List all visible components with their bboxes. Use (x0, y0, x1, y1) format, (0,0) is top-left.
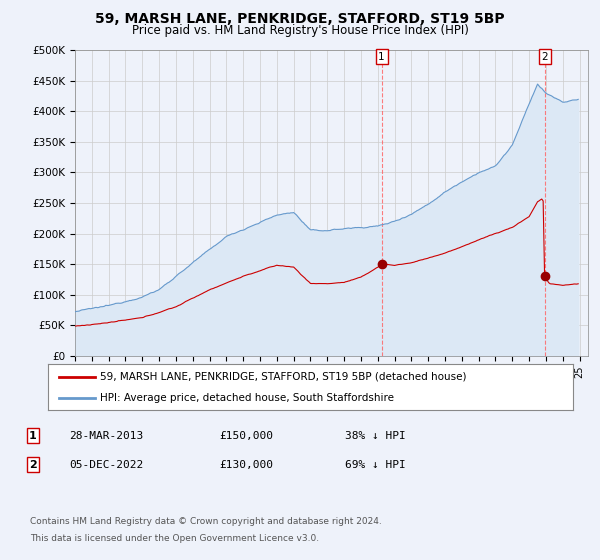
Text: 05-DEC-2022: 05-DEC-2022 (69, 460, 143, 470)
Text: £130,000: £130,000 (219, 460, 273, 470)
Text: £150,000: £150,000 (219, 431, 273, 441)
Text: 2: 2 (29, 460, 37, 470)
Text: 2: 2 (541, 52, 548, 62)
Text: 69% ↓ HPI: 69% ↓ HPI (345, 460, 406, 470)
Text: 38% ↓ HPI: 38% ↓ HPI (345, 431, 406, 441)
Text: 59, MARSH LANE, PENKRIDGE, STAFFORD, ST19 5BP: 59, MARSH LANE, PENKRIDGE, STAFFORD, ST1… (95, 12, 505, 26)
Text: 59, MARSH LANE, PENKRIDGE, STAFFORD, ST19 5BP (detached house): 59, MARSH LANE, PENKRIDGE, STAFFORD, ST1… (101, 372, 467, 382)
Text: This data is licensed under the Open Government Licence v3.0.: This data is licensed under the Open Gov… (30, 534, 319, 543)
Text: 1: 1 (29, 431, 37, 441)
Text: 1: 1 (379, 52, 385, 62)
Text: Price paid vs. HM Land Registry's House Price Index (HPI): Price paid vs. HM Land Registry's House … (131, 24, 469, 37)
Text: 28-MAR-2013: 28-MAR-2013 (69, 431, 143, 441)
Text: Contains HM Land Registry data © Crown copyright and database right 2024.: Contains HM Land Registry data © Crown c… (30, 517, 382, 526)
Text: HPI: Average price, detached house, South Staffordshire: HPI: Average price, detached house, Sout… (101, 394, 395, 403)
